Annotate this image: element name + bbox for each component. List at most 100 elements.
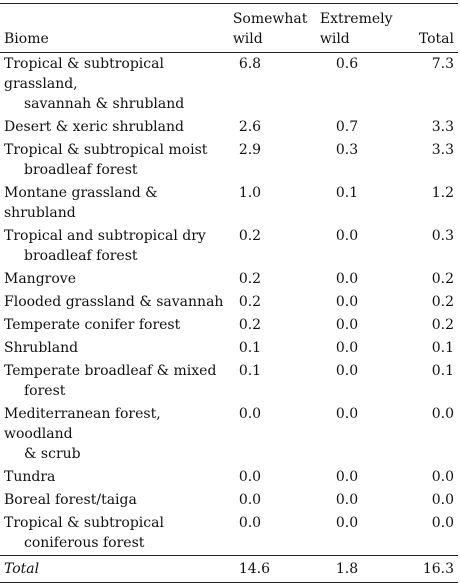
biome-cell: Tropical & subtropical coniferous forest xyxy=(0,512,229,556)
extremely-wild-cell: 0.0 xyxy=(335,469,359,485)
extremely-wild-cell: 0.0 xyxy=(335,492,359,508)
total-cell: 0.1 xyxy=(431,340,454,356)
total-cell: 0.2 xyxy=(431,271,454,287)
somewhat-wild-cell: 0.0 xyxy=(238,515,262,531)
biome-name-line1: Tropical & subtropical moist xyxy=(4,142,208,158)
somewhat-wild-cell: 0.0 xyxy=(238,406,262,422)
header-total-label: Total xyxy=(418,31,454,47)
biome-name-line1: Montane grassland & shrubland xyxy=(4,185,158,221)
biome-name-line2: coniferous forest xyxy=(24,535,145,551)
table-row: Boreal forest/taiga 0.0 0.0 0.0 xyxy=(0,489,458,512)
biome-cell: Boreal forest/taiga xyxy=(0,489,229,512)
table-row: Mangrove 0.2 0.0 0.2 xyxy=(0,268,458,291)
table-row: Temperate conifer forest 0.2 0.0 0.2 xyxy=(0,314,458,337)
total-row-label: Total xyxy=(0,555,229,583)
somewhat-wild-cell: 0.2 xyxy=(238,294,262,310)
total-cell: 3.3 xyxy=(431,142,454,158)
biome-name-line2: savannah & shrubland xyxy=(24,96,185,112)
biome-cell: Flooded grassland & savannah xyxy=(0,291,229,314)
somewhat-wild-cell: 2.9 xyxy=(238,142,262,158)
table-body: Tropical & subtropical grassland, savanna… xyxy=(0,53,458,583)
table-row: Montane grassland & shrubland 1.0 0.1 1.… xyxy=(0,182,458,225)
total-cell: 0.2 xyxy=(431,294,454,310)
somewhat-wild-cell: 6.8 xyxy=(238,56,262,72)
extremely-wild-cell: 0.0 xyxy=(335,228,359,244)
table-header: Biome Somewhat wild Extremely wild Total xyxy=(0,3,458,53)
extremely-wild-cell: 0.0 xyxy=(335,406,359,422)
table-row: Temperate broadleaf & mixed forest 0.1 0.… xyxy=(0,360,458,403)
somewhat-wild-cell: 0.1 xyxy=(238,363,262,379)
total-cell: 0.1 xyxy=(431,363,454,379)
total-cell: 0.0 xyxy=(431,406,454,422)
biome-wildness-table-container: Biome Somewhat wild Extremely wild Total… xyxy=(0,3,458,583)
biome-name-line1: Mangrove xyxy=(4,271,76,287)
total-somewhat-wild-cell: 14.6 xyxy=(228,555,316,583)
total-cell: 0.3 xyxy=(431,228,454,244)
biome-name-line1: Flooded grassland & savannah xyxy=(4,294,224,310)
biome-name-line1: Temperate conifer forest xyxy=(4,317,181,333)
biome-name-line2: forest xyxy=(24,383,66,399)
total-cell: 0.0 xyxy=(431,492,454,508)
biome-name-line1: Tropical and subtropical dry xyxy=(4,228,206,244)
total-cell: 7.3 xyxy=(431,56,454,72)
extremely-wild-cell: 0.0 xyxy=(335,340,359,356)
biome-name-line2: & scrub xyxy=(24,446,81,462)
biome-name-line1: Tropical & subtropical grassland, xyxy=(4,56,164,92)
biome-cell: Mediterranean forest, woodland & scrub xyxy=(0,403,229,466)
extremely-wild-cell: 0.1 xyxy=(335,185,359,201)
biome-cell: Montane grassland & shrubland xyxy=(0,182,229,225)
header-somewhat-wild: Somewhat wild xyxy=(228,3,316,53)
somewhat-wild-cell: 0.2 xyxy=(238,228,262,244)
biome-name-line1: Tropical & subtropical xyxy=(4,515,164,531)
biome-cell: Shrubland xyxy=(0,337,229,360)
extremely-wild-cell: 0.0 xyxy=(335,317,359,333)
table-row: Mediterranean forest, woodland & scrub 0.… xyxy=(0,403,458,466)
table-row: Tropical & subtropical coniferous forest … xyxy=(0,512,458,556)
header-extremely-wild-line2: wild xyxy=(319,31,350,47)
table-row: Shrubland 0.1 0.0 0.1 xyxy=(0,337,458,360)
total-extremely-wild-cell: 1.8 xyxy=(315,555,403,583)
biome-wildness-table: Biome Somewhat wild Extremely wild Total… xyxy=(0,3,458,583)
somewhat-wild-cell: 0.2 xyxy=(238,271,262,287)
table-row: Tundra 0.0 0.0 0.0 xyxy=(0,466,458,489)
biome-name-line2: broadleaf forest xyxy=(24,248,138,264)
biome-cell: Temperate conifer forest xyxy=(0,314,229,337)
header-biome-label: Biome xyxy=(4,31,49,47)
extremely-wild-cell: 0.0 xyxy=(335,363,359,379)
header-extremely-wild: Extremely wild xyxy=(315,3,403,53)
biome-name-line2: broadleaf forest xyxy=(24,162,138,178)
header-total: Total xyxy=(402,3,458,53)
biome-name-line1: Shrubland xyxy=(4,340,79,356)
table-row: Desert & xeric shrubland 2.6 0.7 3.3 xyxy=(0,116,458,139)
header-biome: Biome xyxy=(0,3,229,53)
total-total-cell: 16.3 xyxy=(402,555,458,583)
extremely-wild-cell: 0.0 xyxy=(335,271,359,287)
header-row: Biome Somewhat wild Extremely wild Total xyxy=(0,3,458,53)
biome-name-line1: Boreal forest/taiga xyxy=(4,492,137,508)
extremely-wild-cell: 0.3 xyxy=(335,142,359,158)
biome-name-line1: Temperate broadleaf & mixed xyxy=(4,363,217,379)
somewhat-wild-cell: 1.0 xyxy=(238,185,262,201)
total-cell: 0.0 xyxy=(431,515,454,531)
header-somewhat-wild-line1: Somewhat xyxy=(232,11,308,27)
header-somewhat-wild-line2: wild xyxy=(232,31,263,47)
table-row: Tropical and subtropical dry broadleaf fo… xyxy=(0,225,458,268)
extremely-wild-cell: 0.0 xyxy=(335,294,359,310)
biome-cell: Tropical & subtropical moist broadleaf fo… xyxy=(0,139,229,182)
biome-cell: Mangrove xyxy=(0,268,229,291)
total-cell: 3.3 xyxy=(431,119,454,135)
total-cell: 1.2 xyxy=(431,185,454,201)
table-row: Tropical & subtropical moist broadleaf fo… xyxy=(0,139,458,182)
total-cell: 0.2 xyxy=(431,317,454,333)
header-extremely-wild-line1: Extremely xyxy=(319,11,393,27)
somewhat-wild-cell: 2.6 xyxy=(238,119,262,135)
biome-cell: Tropical & subtropical grassland, savanna… xyxy=(0,53,229,117)
biome-name-line1: Desert & xeric shrubland xyxy=(4,119,184,135)
extremely-wild-cell: 0.6 xyxy=(335,56,359,72)
biome-name-line1: Tundra xyxy=(4,469,56,485)
somewhat-wild-cell: 0.2 xyxy=(238,317,262,333)
biome-cell: Tropical and subtropical dry broadleaf fo… xyxy=(0,225,229,268)
biome-cell: Desert & xeric shrubland xyxy=(0,116,229,139)
somewhat-wild-cell: 0.0 xyxy=(238,492,262,508)
somewhat-wild-cell: 0.1 xyxy=(238,340,262,356)
